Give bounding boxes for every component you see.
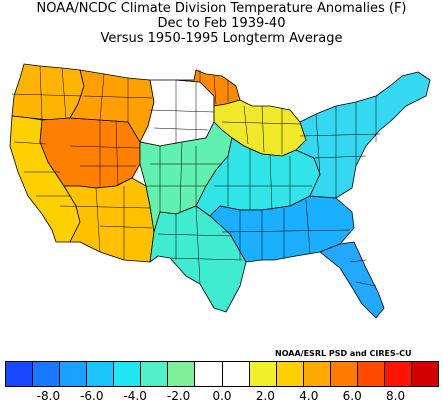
map-title: NOAA/NCDC Climate Division Temperature A… [36,1,407,16]
data-credit: NOAA/ESRL PSD and CIRES-CU [275,349,412,358]
legend-tick-label: 4.0 [299,389,319,403]
map-baseline: Versus 1950-1995 Longterm Average [100,31,343,46]
division-boundaries [11,65,381,287]
legend-tick-label: -2.0 [166,389,191,403]
legend-tick-label: -4.0 [123,389,147,403]
region-northeast [295,71,431,199]
legend-tick-label: -6.0 [80,389,104,403]
legend-swatch [195,362,223,386]
legend-swatch [222,362,250,386]
legend-swatch [303,362,331,386]
legend-swatch [141,362,169,386]
map-period: Dec to Feb 1939-40 [157,16,286,31]
legend-swatch [33,362,61,386]
legend-swatch [330,362,358,386]
legend-swatch [87,362,115,386]
region-upper-midwest [175,69,241,107]
legend-swatch [357,362,385,386]
legend-swatch [6,362,34,386]
legend-swatch [249,362,277,386]
legend-tick-label: -8.0 [36,389,61,403]
legend-swatch [60,362,88,386]
color-legend-bar [5,361,439,387]
us-climate-division-map [9,63,431,319]
legend-tick-label: 2.0 [255,389,275,403]
legend-swatch [384,362,412,386]
legend-swatch [411,362,438,386]
legend-swatch [168,362,196,386]
legend-swatch [114,362,142,386]
legend-tick-label: 8.0 [386,389,406,403]
region-southeast [209,195,355,263]
legend-tick-label: 6.0 [342,389,362,403]
legend-tick-label: 0.0 [212,389,232,403]
legend-swatch [276,362,304,386]
region-florida [319,241,385,319]
